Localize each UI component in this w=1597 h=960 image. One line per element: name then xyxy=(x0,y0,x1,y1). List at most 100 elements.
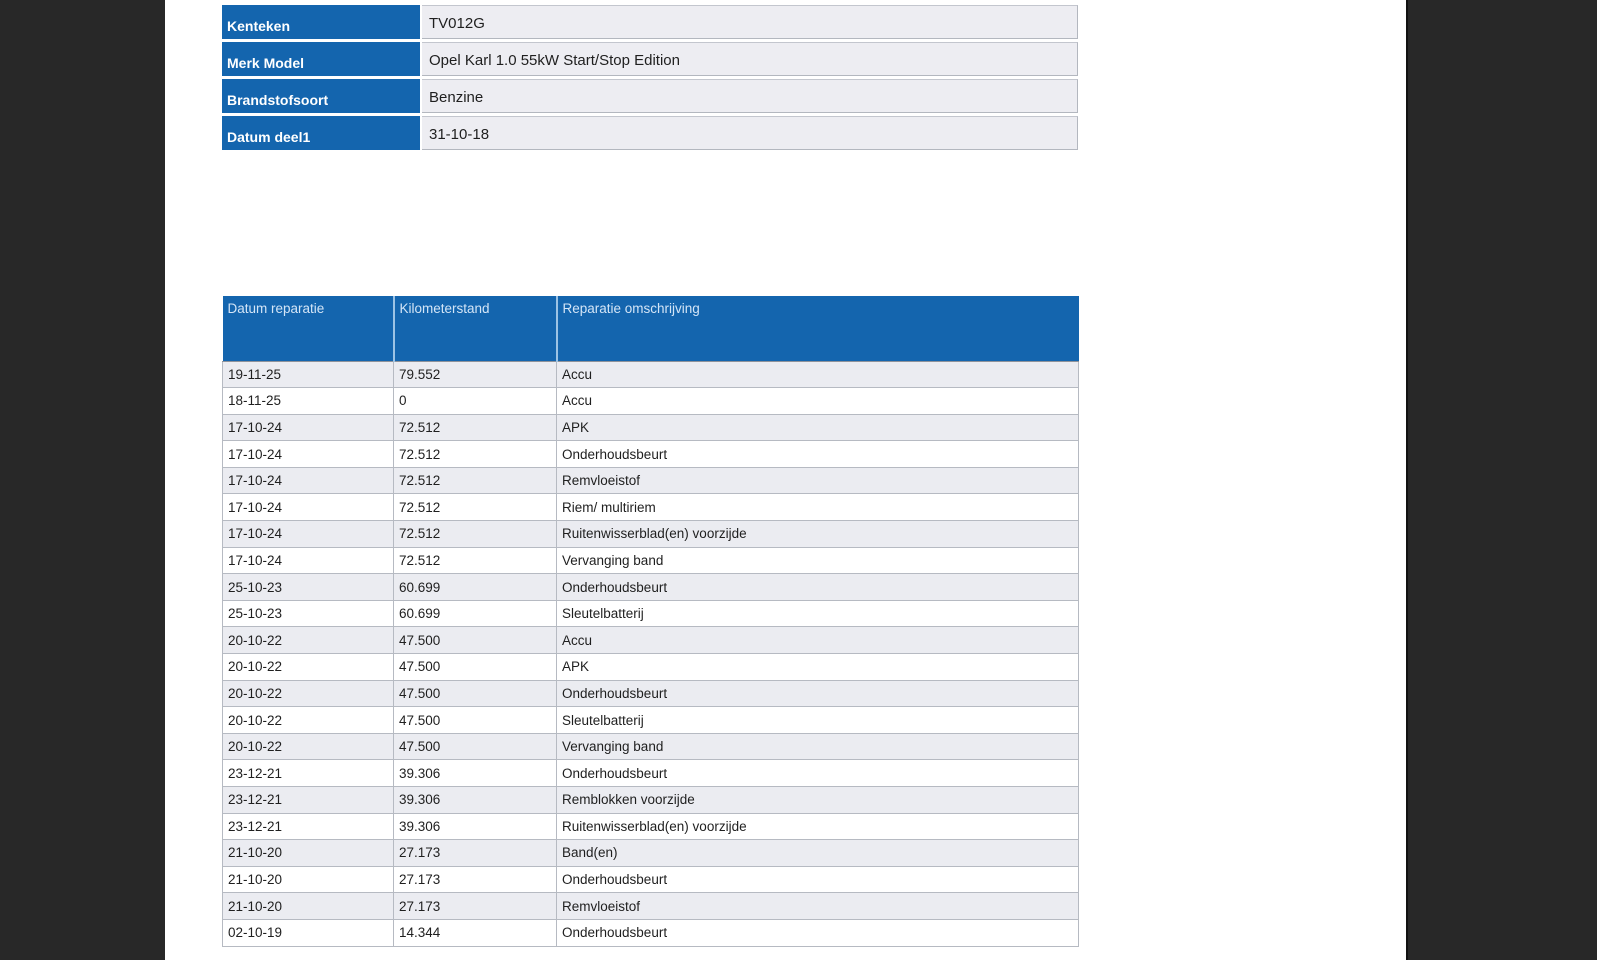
mileage-cell: 39.306 xyxy=(393,759,557,787)
viewer-left-margin xyxy=(0,0,165,960)
vehicle-info-row: Brandstofsoort Benzine xyxy=(222,79,1078,113)
table-row: 20-10-22 47.500 Onderhoudsbeurt xyxy=(222,679,1079,708)
repair-date-cell: 20-10-22 xyxy=(222,706,394,734)
repair-description-cell: Accu xyxy=(556,626,1079,655)
vehicle-info-table: Kenteken TV012G Merk Model Opel Karl 1.0 55… xyxy=(222,2,1078,153)
repair-description-cell: APK xyxy=(556,413,1079,442)
table-row: 23-12-21 39.306 Remblokken voorzijde xyxy=(222,786,1079,814)
table-row: 17-10-24 72.512 Remvloeistof xyxy=(222,466,1079,495)
repair-date-cell: 18-11-25 xyxy=(222,387,394,415)
table-row: 19-11-25 79.552 Accu xyxy=(222,360,1079,389)
table-row: 23-12-21 39.306 Onderhoudsbeurt xyxy=(222,759,1079,787)
mileage-cell: 60.699 xyxy=(393,573,557,601)
vehicle-info-value: 31-10-18 xyxy=(422,116,1078,150)
vehicle-info-label: Kenteken xyxy=(222,5,422,39)
document-page: Kenteken TV012G Merk Model Opel Karl 1.0 55… xyxy=(165,0,1406,960)
mileage-cell: 27.173 xyxy=(393,865,557,894)
table-row: 17-10-24 72.512 APK xyxy=(222,413,1079,442)
repair-description-cell: Sleutelbatterij xyxy=(556,706,1079,734)
table-row: 17-10-24 72.512 Vervanging band xyxy=(222,546,1079,575)
table-row: 02-10-19 14.344 Onderhoudsbeurt xyxy=(222,918,1079,947)
repair-date-cell: 25-10-23 xyxy=(222,599,394,628)
repair-date-cell: 20-10-22 xyxy=(222,679,394,708)
repair-description-cell: Remvloeistof xyxy=(556,892,1079,920)
repair-date-cell: 17-10-24 xyxy=(222,493,394,522)
repair-date-cell: 20-10-22 xyxy=(222,626,394,655)
mileage-cell: 0 xyxy=(393,387,557,415)
repair-date-cell: 23-12-21 xyxy=(222,759,394,787)
repair-description-cell: Onderhoudsbeurt xyxy=(556,865,1079,894)
repair-date-cell: 19-11-25 xyxy=(222,360,394,389)
repair-date-cell: 21-10-20 xyxy=(222,892,394,920)
column-header-kilometerstand: Kilometerstand xyxy=(393,296,558,362)
mileage-cell: 47.500 xyxy=(393,626,557,655)
repair-description-cell: Remblokken voorzijde xyxy=(556,786,1079,814)
table-row: 25-10-23 60.699 Onderhoudsbeurt xyxy=(222,573,1079,601)
repair-date-cell: 23-12-21 xyxy=(222,786,394,814)
mileage-cell: 72.512 xyxy=(393,466,557,495)
repair-description-cell: Ruitenwisserblad(en) voorzijde xyxy=(556,520,1079,548)
repair-history-body: 19-11-25 79.552 Accu 18-11-25 0 Accu 17-10-24 7… xyxy=(222,360,1079,947)
mileage-cell: 39.306 xyxy=(393,786,557,814)
repair-description-cell: Onderhoudsbeurt xyxy=(556,573,1079,601)
column-header-reparatie-omschrijving: Reparatie omschrijving xyxy=(556,296,1079,362)
mileage-cell: 27.173 xyxy=(393,839,557,867)
table-row: 20-10-22 47.500 Sleutelbatterij xyxy=(222,706,1079,734)
repair-date-cell: 21-10-20 xyxy=(222,865,394,894)
mileage-cell: 47.500 xyxy=(393,653,557,681)
repair-description-cell: Onderhoudsbeurt xyxy=(556,440,1079,468)
mileage-cell: 47.500 xyxy=(393,679,557,708)
vehicle-info-label: Brandstofsoort xyxy=(222,79,422,113)
repair-date-cell: 02-10-19 xyxy=(222,918,394,947)
repair-description-cell: Onderhoudsbeurt xyxy=(556,679,1079,708)
mileage-cell: 14.344 xyxy=(393,918,557,947)
mileage-cell: 72.512 xyxy=(393,546,557,575)
repair-date-cell: 17-10-24 xyxy=(222,440,394,468)
repair-date-cell: 17-10-24 xyxy=(222,466,394,495)
table-row: 23-12-21 39.306 Ruitenwisserblad(en) voorz… xyxy=(222,812,1079,841)
repair-date-cell: 20-10-22 xyxy=(222,732,394,761)
vehicle-info-value: Benzine xyxy=(422,79,1078,113)
table-row: 20-10-22 47.500 Accu xyxy=(222,626,1079,655)
vehicle-info-value: TV012G xyxy=(422,5,1078,39)
repair-description-cell: Onderhoudsbeurt xyxy=(556,918,1079,947)
repair-date-cell: 17-10-24 xyxy=(222,520,394,548)
vehicle-info-row: Datum deel1 31-10-18 xyxy=(222,116,1078,150)
repair-description-cell: Sleutelbatterij xyxy=(556,599,1079,628)
mileage-cell: 60.699 xyxy=(393,599,557,628)
mileage-cell: 47.500 xyxy=(393,732,557,761)
repair-description-cell: Remvloeistof xyxy=(556,466,1079,495)
mileage-cell: 72.512 xyxy=(393,413,557,442)
repair-date-cell: 21-10-20 xyxy=(222,839,394,867)
mileage-cell: 72.512 xyxy=(393,520,557,548)
repair-history-header-row: Datum reparatie Kilometerstand Reparatie o… xyxy=(222,296,1079,362)
table-row: 25-10-23 60.699 Sleutelbatterij xyxy=(222,599,1079,628)
vehicle-info-label: Merk Model xyxy=(222,42,422,76)
repair-description-cell: Riem/ multiriem xyxy=(556,493,1079,522)
repair-description-cell: Onderhoudsbeurt xyxy=(556,759,1079,787)
vehicle-info-row: Kenteken TV012G xyxy=(222,5,1078,39)
repair-description-cell: Accu xyxy=(556,360,1079,389)
repair-date-cell: 25-10-23 xyxy=(222,573,394,601)
repair-date-cell: 17-10-24 xyxy=(222,413,394,442)
table-row: 17-10-24 72.512 Ruitenwisserblad(en) voorz… xyxy=(222,520,1079,548)
vehicle-info-body: Kenteken TV012G Merk Model Opel Karl 1.0 55… xyxy=(222,5,1078,150)
table-row: 18-11-25 0 Accu xyxy=(222,387,1079,415)
mileage-cell: 27.173 xyxy=(393,892,557,920)
viewer-right-margin xyxy=(1406,0,1597,960)
repair-description-cell: Ruitenwisserblad(en) voorzijde xyxy=(556,812,1079,841)
mileage-cell: 39.306 xyxy=(393,812,557,841)
table-row: 17-10-24 72.512 Onderhoudsbeurt xyxy=(222,440,1079,468)
repair-date-cell: 17-10-24 xyxy=(222,546,394,575)
table-row: 20-10-22 47.500 APK xyxy=(222,653,1079,681)
table-row: 21-10-20 27.173 Band(en) xyxy=(222,839,1079,867)
mileage-cell: 72.512 xyxy=(393,493,557,522)
mileage-cell: 72.512 xyxy=(393,440,557,468)
mileage-cell: 79.552 xyxy=(393,360,557,389)
repair-date-cell: 23-12-21 xyxy=(222,812,394,841)
repair-description-cell: Vervanging band xyxy=(556,546,1079,575)
repair-description-cell: Vervanging band xyxy=(556,732,1079,761)
repair-description-cell: Band(en) xyxy=(556,839,1079,867)
table-row: 17-10-24 72.512 Riem/ multiriem xyxy=(222,493,1079,522)
